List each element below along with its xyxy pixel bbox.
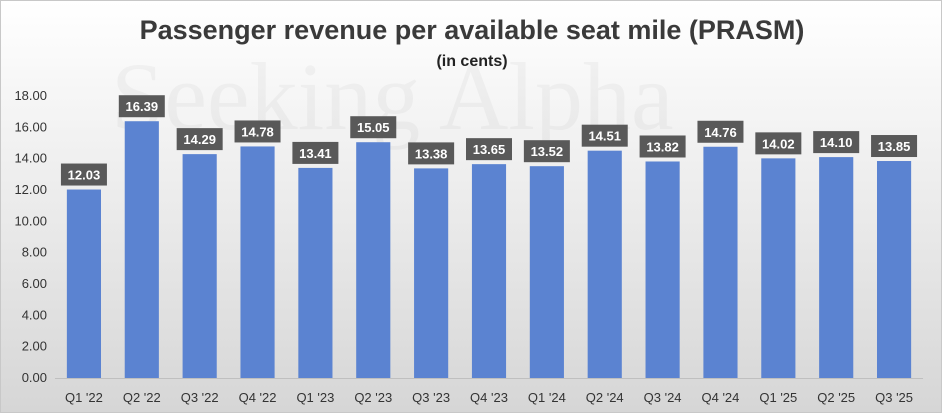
- y-tick-label: 6.00: [22, 276, 47, 291]
- bar: [529, 166, 564, 378]
- x-tick-label: Q2 '22: [123, 390, 161, 405]
- bar: [124, 121, 159, 379]
- x-tick-label: Q3 '24: [644, 390, 682, 405]
- y-tick-label: 0.00: [22, 370, 47, 385]
- x-tick-label: Q1 '22: [65, 390, 103, 405]
- data-label-box: [639, 135, 686, 158]
- bar: [240, 146, 275, 378]
- data-label: 14.02: [762, 136, 795, 151]
- data-label-box: [466, 138, 512, 161]
- data-label: 14.76: [704, 125, 737, 140]
- data-label: 13.82: [646, 139, 679, 154]
- data-label-box: [408, 142, 455, 165]
- y-tick-label: 12.00: [14, 182, 47, 197]
- data-label: 12.03: [68, 168, 101, 183]
- data-label-box: [581, 124, 628, 147]
- bar: [66, 189, 102, 378]
- y-tick-label: 16.00: [14, 119, 47, 134]
- data-label: 13.85: [878, 139, 911, 154]
- data-label: 14.10: [820, 135, 853, 150]
- bar: [876, 161, 912, 378]
- data-label-box: [697, 120, 744, 143]
- y-tick-label: 18.00: [14, 88, 47, 103]
- data-label-box: [118, 95, 165, 118]
- bar: [182, 154, 217, 378]
- data-label: 14.29: [183, 132, 216, 147]
- bar: [587, 150, 622, 378]
- x-tick-label: Q1 '23: [296, 390, 334, 405]
- x-tick-label: Q1 '25: [759, 390, 797, 405]
- x-tick-label: Q3 '25: [875, 390, 913, 405]
- data-label: 13.52: [531, 144, 564, 159]
- y-tick-label: 4.00: [22, 307, 47, 322]
- data-label: 15.05: [357, 120, 390, 135]
- x-tick-label: Q3 '23: [412, 390, 450, 405]
- x-tick-label: Q2 '25: [817, 390, 855, 405]
- data-label-box: [292, 141, 339, 164]
- data-label-box: [176, 128, 223, 151]
- chart-subtitle: (in cents): [436, 53, 508, 70]
- bar: [819, 157, 854, 378]
- x-tick-label: Q2 '24: [586, 390, 624, 405]
- x-tick-label: Q1 '24: [528, 390, 566, 405]
- y-tick-label: 8.00: [22, 245, 47, 260]
- x-tick-label: Q4 '22: [239, 390, 277, 405]
- bar: [761, 158, 796, 378]
- y-tick-label: 10.00: [14, 213, 47, 228]
- data-label-box: [871, 135, 918, 158]
- y-tick-label: 14.00: [14, 151, 47, 166]
- data-label: 14.51: [588, 129, 621, 144]
- bar: [471, 164, 507, 378]
- chart-title: Passenger revenue per available seat mil…: [139, 15, 805, 45]
- data-label: 16.39: [126, 99, 159, 114]
- data-label-box: [60, 163, 107, 186]
- bar: [414, 168, 449, 378]
- x-tick-label: Q4 '24: [702, 390, 740, 405]
- data-label: 13.38: [415, 146, 448, 161]
- data-label: 14.78: [241, 124, 274, 139]
- data-label: 13.65: [473, 142, 506, 157]
- data-label-box: [234, 120, 281, 143]
- data-label-box: [755, 132, 802, 155]
- data-label-box: [350, 116, 397, 139]
- bar: [645, 161, 680, 378]
- x-tick-label: Q4 '23: [470, 390, 508, 405]
- bar: [356, 142, 391, 378]
- bar: [703, 146, 738, 378]
- data-label: 13.41: [299, 146, 332, 161]
- data-label-box: [813, 131, 860, 154]
- bar: [298, 167, 333, 378]
- x-tick-label: Q3 '22: [181, 390, 219, 405]
- x-tick-label: Q2 '23: [354, 390, 392, 405]
- y-tick-label: 2.00: [22, 339, 47, 354]
- data-label-box: [523, 140, 570, 163]
